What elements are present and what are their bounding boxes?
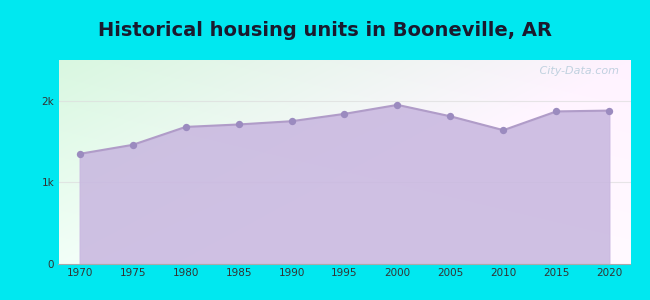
Point — [604, 108, 614, 113]
Point — [551, 109, 562, 114]
Point — [392, 103, 402, 107]
Text: City-Data.com: City-Data.com — [536, 66, 619, 76]
Point — [127, 142, 138, 147]
Point — [181, 124, 191, 129]
Point — [287, 119, 297, 124]
Point — [498, 128, 508, 133]
Point — [75, 152, 85, 156]
Text: Historical housing units in Booneville, AR: Historical housing units in Booneville, … — [98, 21, 552, 40]
Point — [445, 114, 456, 119]
Point — [233, 122, 244, 127]
Point — [339, 112, 350, 116]
